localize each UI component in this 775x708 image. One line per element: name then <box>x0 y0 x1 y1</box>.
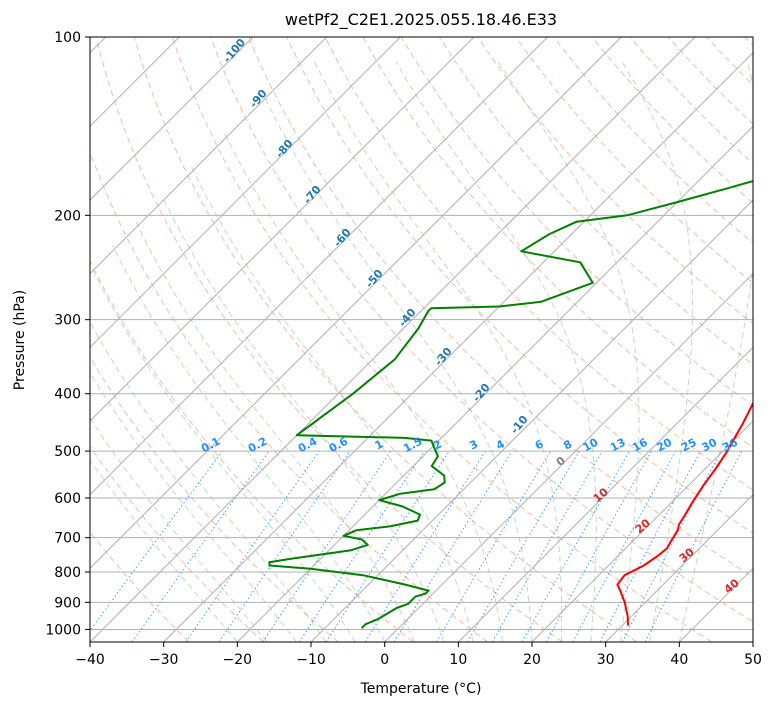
isotherm-line <box>163 51 753 642</box>
moist-adiabat-line <box>621 61 693 642</box>
isotherm-line <box>90 37 475 422</box>
x-tick-label: 20 <box>523 652 541 668</box>
x-tick-label: 10 <box>449 652 467 668</box>
isotherm-line <box>90 37 549 496</box>
dry-adiabat-line <box>515 37 753 284</box>
mixing-ratio-label: 25 <box>679 436 699 455</box>
mixing-ratio-label: 10 <box>581 436 601 455</box>
y-tick-label: 600 <box>54 491 81 507</box>
x-tick-label: −40 <box>75 652 105 668</box>
mixing-ratio-label: 30 <box>700 436 720 455</box>
dry-adiabat-line <box>95 37 563 642</box>
dry-adiabat-line <box>629 37 753 165</box>
y-tick-label: 700 <box>54 531 81 547</box>
isotherm-line <box>90 37 254 201</box>
moist-adiabat-line <box>678 61 753 642</box>
isotherm-line <box>310 199 753 642</box>
mixing-ratio-label: 20 <box>654 436 674 455</box>
chart-title: wetPf2_C2E1.2025.055.18.46.E33 <box>285 10 557 30</box>
mixing-ratio-label: 36 <box>720 436 740 455</box>
isotherm-line <box>384 272 753 642</box>
isotherm-line <box>90 37 622 570</box>
mixing-ratio-line <box>435 450 552 642</box>
mixing-ratio-line <box>131 450 270 642</box>
isotherm-line <box>90 37 401 349</box>
y-tick-label: 900 <box>54 595 81 611</box>
mixing-ratio-line <box>491 450 603 642</box>
dry-adiabat-line <box>90 445 264 642</box>
mixing-ratio-label: 16 <box>630 436 650 455</box>
x-tick-label: 30 <box>597 652 615 668</box>
mixing-ratio-line <box>572 450 677 642</box>
y-tick-label: 800 <box>54 565 81 581</box>
moist-adiabat-line <box>90 459 238 642</box>
dry-adiabat-line <box>324 37 753 491</box>
x-tick-label: −30 <box>149 652 179 668</box>
moist-adiabat-line <box>135 221 415 642</box>
moist-adiabat-line <box>190 165 474 642</box>
mixing-ratio-line <box>185 450 320 642</box>
y-tick-label: 300 <box>54 313 81 329</box>
isotherm-line <box>236 125 753 642</box>
moist-adiabat-line <box>263 94 533 642</box>
y-tick-label: 500 <box>54 444 81 460</box>
mixing-ratio-line <box>325 450 450 642</box>
mixing-ratio-line <box>393 450 513 642</box>
y-tick-label: 200 <box>54 208 81 224</box>
moist-adiabat-line <box>91 267 356 642</box>
moist-adiabat-line <box>90 321 327 642</box>
x-tick-label: 40 <box>670 652 688 668</box>
isotherm-line <box>90 37 696 642</box>
dewpoint-profile-line <box>268 180 753 629</box>
moist-adiabat-line <box>90 417 268 642</box>
dry-adiabat-line <box>171 37 712 642</box>
moist-adiabat-line <box>497 61 640 642</box>
isotherm-line <box>90 37 328 275</box>
isotherm-line <box>605 493 753 642</box>
dry-adiabat-line <box>210 37 753 623</box>
x-tick-label: 0 <box>380 652 389 668</box>
dry-adiabat-line <box>90 259 414 642</box>
dry-adiabat-line <box>248 37 753 578</box>
isotherm-line <box>531 420 753 642</box>
mixing-ratio-line <box>364 450 486 642</box>
mixing-ratio-line <box>521 450 630 642</box>
moist-adiabat-line <box>395 61 597 642</box>
x-tick-label: 50 <box>744 652 762 668</box>
moist-adiabat-line <box>112 245 386 642</box>
moist-adiabat-line <box>161 195 445 642</box>
y-axis-label: Pressure (hPa) <box>12 290 28 390</box>
dry-adiabat-line <box>400 37 753 407</box>
mixing-ratio-label: 13 <box>608 436 628 455</box>
y-tick-label: 100 <box>54 30 81 46</box>
moist-adiabat-line <box>314 61 563 642</box>
isotherm-line <box>457 346 753 642</box>
mixing-ratio-line <box>218 450 351 642</box>
mixing-ratio-line <box>467 450 580 642</box>
dry-adiabat-line <box>591 37 753 204</box>
plot-frame <box>89 36 754 643</box>
x-tick-label: −10 <box>296 652 326 668</box>
temperature-profile-line <box>616 401 753 626</box>
y-tick-label: 400 <box>54 387 81 403</box>
dry-adiabat-line <box>477 37 753 325</box>
dry-adiabat-line <box>133 37 638 642</box>
mixing-ratio-line <box>90 450 223 632</box>
x-tick-label: −20 <box>223 652 253 668</box>
y-tick-label: 1000 <box>45 622 81 638</box>
x-axis-label: Temperature (°C) <box>360 681 482 697</box>
